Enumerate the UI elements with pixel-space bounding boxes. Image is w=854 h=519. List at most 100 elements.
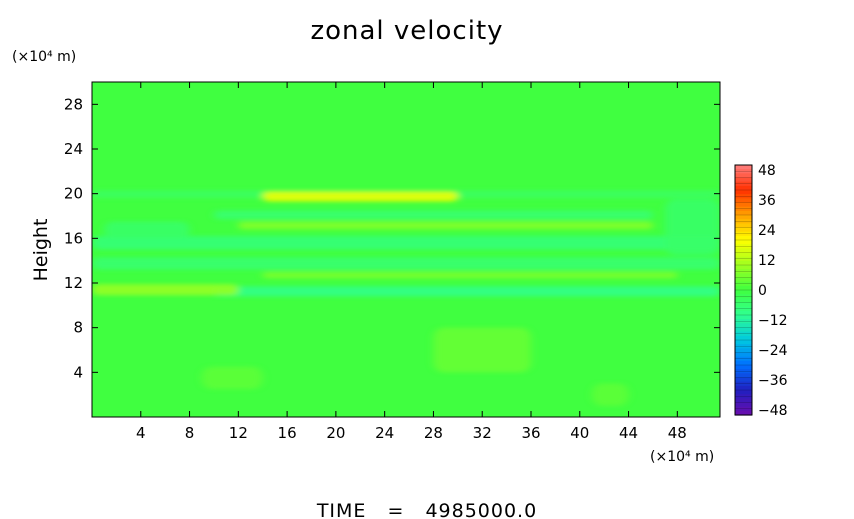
colorbar-tick-label: −48: [758, 403, 788, 419]
colorbar-frame: [734, 164, 753, 416]
colorbar-tick-label: 24: [758, 223, 776, 239]
colorbar-swatch: [735, 294, 752, 299]
heatmap-feature-7: [213, 286, 720, 297]
y-axis-label: Height: [30, 219, 52, 282]
colorbar-swatch: [735, 365, 752, 370]
y-tick-label: 24: [64, 140, 83, 158]
svg-text:TIME = 4985000.0: TIME = 4985000.0: [316, 500, 537, 519]
x-tick-label: 8: [185, 424, 195, 442]
colorbar-tick-label: −12: [758, 313, 788, 329]
colorbar-swatch: [735, 260, 752, 266]
colorbar-swatch: [735, 252, 752, 258]
heatmap-feature-11: [201, 366, 263, 390]
heatmap-feature-13: [591, 383, 629, 406]
colorbar-swatch: [735, 327, 752, 333]
time-label: TIME: [316, 500, 367, 519]
colorbar-swatch: [735, 323, 752, 329]
y-axis: 4 8 12 16 20 24 28: [64, 95, 720, 381]
colorbar-swatch: [735, 244, 752, 249]
colorbar-swatch: [735, 248, 752, 254]
colorbar-swatch: [735, 235, 752, 241]
colorbar-swatch: [735, 169, 752, 174]
colorbar-swatch: [735, 394, 752, 399]
x-tick-label: 24: [375, 424, 394, 442]
colorbar-swatch: [735, 348, 752, 354]
colorbar-swatch: [735, 173, 752, 179]
colorbar-swatch: [735, 398, 752, 404]
heatmap-feature-12: [433, 327, 531, 373]
colorbar-swatch: [735, 177, 752, 183]
heatmap-feature-5: [92, 257, 720, 270]
colorbar-swatch: [735, 356, 752, 362]
colorbar-swatch: [735, 385, 752, 391]
colorbar-swatch: [735, 277, 752, 283]
colorbar-swatch: [735, 377, 752, 383]
x-tick-label: 4: [136, 424, 146, 442]
x-tick-label: 40: [570, 424, 589, 442]
plot-frame: [91, 81, 721, 418]
heatmap-feature-2: [213, 210, 653, 220]
colorbar-swatch: [735, 402, 752, 408]
y-tick-label: 12: [64, 274, 83, 292]
colorbar-swatch: [735, 373, 752, 379]
colorbar: 48 36 24 12 0 −12 −24 −36 −48: [734, 163, 788, 419]
colorbar-swatch: [735, 319, 752, 324]
colorbar-swatch: [735, 298, 752, 304]
colorbar-swatch: [735, 273, 752, 279]
colorbar-swatch: [735, 285, 752, 291]
colorbar-tick-label: 0: [758, 283, 767, 299]
colorbar-swatch: [735, 335, 752, 341]
time-value: 4985000.0: [425, 500, 537, 519]
colorbar-swatch: [735, 219, 752, 224]
colorbar-swatch: [735, 194, 752, 199]
x-axis-unit: (×10⁴ m): [650, 449, 714, 465]
colorbar-swatch: [735, 331, 752, 337]
y-tick-label: 28: [64, 95, 83, 113]
x-tick-label: 44: [619, 424, 638, 442]
heatmap-feature-3: [238, 221, 653, 230]
colorbar-swatch: [735, 185, 752, 191]
colorbar-swatch: [735, 390, 752, 395]
colorbar-swatch: [735, 352, 752, 358]
colorbar-swatch: [735, 344, 752, 349]
colorbar-swatch: [735, 181, 752, 187]
heatmap-feature-4: [92, 236, 720, 250]
colorbar-swatch: [735, 310, 752, 316]
colorbar-swatch: [735, 381, 752, 387]
colorbar-swatch: [735, 406, 752, 412]
heatmap-feature-6: [262, 271, 678, 279]
colorbar-tick-label: −36: [758, 373, 788, 389]
heatmap-feature-10: [665, 199, 720, 256]
colorbar-swatch: [735, 165, 752, 170]
colorbar-swatch: [735, 360, 752, 366]
heatmap-feature-1: [262, 191, 458, 202]
colorbar-swatch: [735, 290, 752, 295]
colorbar-swatch: [735, 340, 752, 345]
colorbar-swatch: [735, 210, 752, 216]
x-tick-label: 48: [668, 424, 687, 442]
colorbar-tick-label: 36: [758, 193, 776, 209]
heatmap-field: [92, 82, 720, 417]
colorbar-swatch: [735, 256, 752, 262]
x-tick-label: 12: [229, 424, 248, 442]
colorbar-swatch: [735, 315, 752, 320]
colorbar-swatch: [735, 302, 752, 308]
colorbar-swatch: [735, 240, 752, 245]
time-footer: TIME = 4985000.0: [316, 500, 537, 519]
y-tick-label: 4: [73, 363, 83, 381]
colorbar-tick-label: 48: [758, 163, 776, 179]
colorbar-swatch: [735, 215, 752, 220]
x-tick-label: 28: [424, 424, 443, 442]
x-tick-label: 36: [521, 424, 540, 442]
colorbar-swatch: [735, 281, 752, 287]
colorbar-swatch: [735, 227, 752, 233]
chart-title: zonal velocity: [310, 16, 503, 46]
colorbar-swatch: [735, 198, 752, 204]
y-tick-label: 8: [73, 319, 83, 337]
colorbar-swatch: [735, 202, 752, 208]
colorbar-swatch: [735, 190, 752, 195]
x-axis: 4 8 12 16 20 24 28 32 36 40 44 48: [136, 82, 687, 442]
colorbar-swatch: [735, 223, 752, 229]
x-tick-label: 16: [278, 424, 297, 442]
